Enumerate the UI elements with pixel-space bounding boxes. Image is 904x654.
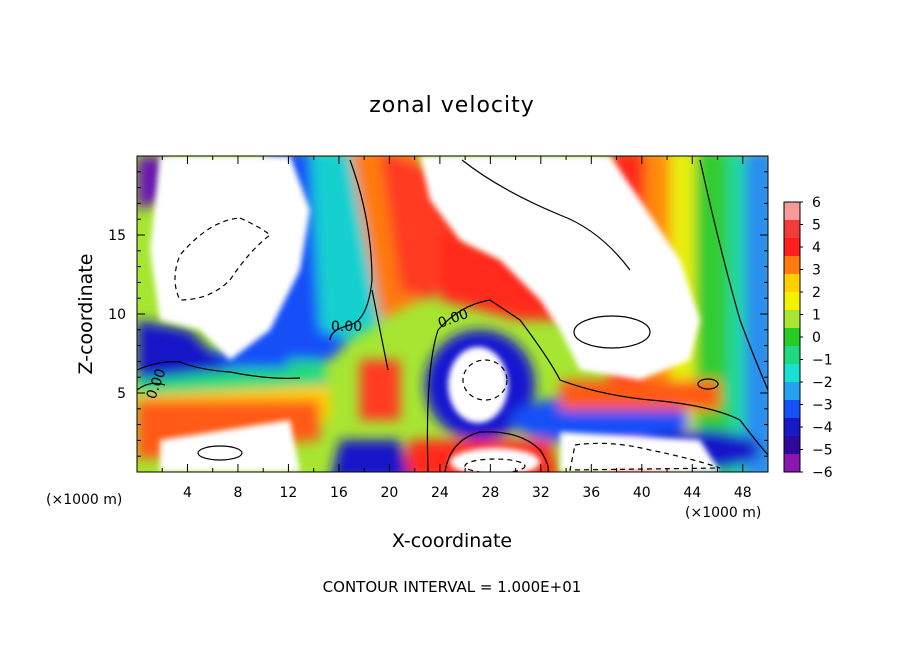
colorbar-swatch (784, 238, 800, 257)
x-unit-right: (×1000 m) (685, 505, 761, 521)
colorbar-label: −1 (812, 353, 833, 369)
y-tick-label: 5 (117, 386, 126, 402)
contour-interval-note: CONTOUR INTERVAL = 1.000E+01 (323, 578, 582, 596)
x-tick-label: 48 (734, 485, 752, 501)
x-tick-label: 32 (532, 485, 550, 501)
x-tick-label: 28 (481, 485, 499, 501)
x-tick-label: 36 (582, 485, 600, 501)
colorbar-labels: 6 5 4 3 2 1 0 −1 −2 −3 −4 −5 −6 (800, 195, 833, 481)
x-tick-label: 12 (280, 485, 298, 501)
x-tick-label: 20 (380, 485, 398, 501)
colorbar-label: 2 (812, 285, 821, 301)
x-axis-label: X-coordinate (392, 530, 512, 552)
x-tick-label: 8 (233, 485, 242, 501)
x-axis: 4 8 12 16 20 24 28 32 36 40 44 48 (161, 156, 752, 501)
colorbar-swatch (784, 454, 800, 473)
colorbar-label: −3 (812, 398, 833, 414)
colorbar-swatch (784, 202, 800, 221)
colorbar-label: −4 (812, 420, 833, 436)
colorbar-label: 6 (812, 195, 821, 211)
y-axis: 5 10 15 (108, 171, 768, 457)
colorbar-swatch (784, 292, 800, 311)
colorbar (783, 201, 801, 473)
x-tick-label: 40 (633, 485, 651, 501)
y-tick-label: 15 (108, 228, 126, 244)
colorbar-swatch (784, 274, 800, 293)
colorbar-swatch (784, 310, 800, 329)
colorbar-label: 3 (812, 263, 821, 279)
colorbar-swatch (784, 364, 800, 383)
contour-lines (137, 159, 768, 472)
contour-label: 0.00 (331, 319, 362, 335)
colorbar-swatch (784, 220, 800, 239)
x-unit-left: (×1000 m) (46, 492, 122, 508)
chart-title: zonal velocity (369, 93, 535, 118)
colorbar-label: 1 (812, 308, 821, 324)
colorbar-swatch (784, 436, 800, 455)
colorbar-label: −2 (812, 375, 833, 391)
colorbar-label: −6 (812, 465, 833, 481)
colorbar-swatch (784, 382, 800, 401)
colorbar-label: 4 (812, 240, 821, 256)
colorbar-swatch (784, 346, 800, 365)
velocity-field (137, 156, 768, 472)
y-tick-label: 10 (108, 307, 126, 323)
colorbar-swatch (784, 256, 800, 275)
colorbar-swatch (784, 418, 800, 437)
colorbar-label: 0 (812, 330, 821, 346)
x-tick-label: 44 (683, 485, 701, 501)
x-tick-label: 16 (330, 485, 348, 501)
colorbar-swatch (784, 400, 800, 419)
x-tick-label: 4 (183, 485, 192, 501)
colorbar-label: −5 (812, 443, 833, 459)
colorbar-label: 5 (812, 218, 821, 234)
x-tick-label: 24 (431, 485, 449, 501)
y-axis-label: Z-coordinate (75, 254, 97, 375)
colorbar-swatch (784, 328, 800, 347)
